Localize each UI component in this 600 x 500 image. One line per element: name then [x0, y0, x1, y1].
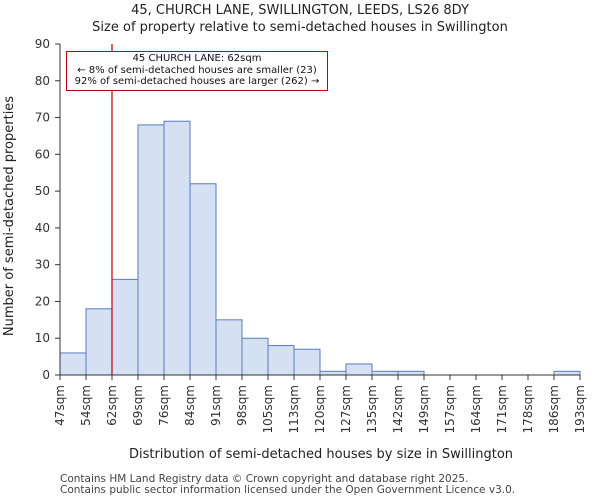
x-tick-label: 164sqm: [469, 385, 483, 433]
x-tick-label: 120sqm: [313, 385, 327, 433]
bar-84sqm: [189, 183, 217, 376]
annotation-line-1: 45 CHURCH LANE: 62sqm: [132, 53, 262, 64]
x-tick-label: 157sqm: [443, 385, 457, 433]
y-tick-label: 70: [35, 111, 50, 125]
x-axis-label: Distribution of semi-detached houses by …: [129, 447, 513, 462]
y-tick-label: 80: [35, 74, 50, 88]
bar-127sqm: [345, 363, 373, 376]
bar-120sqm: [319, 370, 347, 376]
bar-91sqm: [215, 319, 243, 376]
x-tick-label: 127sqm: [339, 385, 353, 433]
annotation-box: 45 CHURCH LANE: 62sqm ← 8% of semi-detac…: [66, 51, 328, 91]
y-tick-label: 20: [35, 294, 50, 308]
bar-47sqm: [59, 352, 87, 376]
y-tick-label: 10: [35, 331, 50, 345]
bars-group: [59, 120, 581, 376]
x-tick-label: 178sqm: [521, 385, 535, 433]
bar-105sqm: [267, 345, 295, 376]
y-tick-label: 50: [35, 184, 50, 198]
bar-135sqm: [371, 370, 399, 376]
x-tick-label: 76sqm: [157, 385, 171, 426]
y-tick-label: 90: [35, 37, 50, 51]
footer: Contains HM Land Registry data © Crown c…: [60, 474, 515, 496]
x-tick-label: 186sqm: [547, 385, 561, 433]
y-tick-label: 40: [35, 221, 50, 235]
x-tick-label: 149sqm: [417, 385, 431, 433]
bar-186sqm: [553, 370, 581, 376]
x-tick-label: 171sqm: [495, 385, 509, 433]
x-tick-label: 47sqm: [53, 385, 67, 426]
bar-69sqm: [137, 124, 165, 376]
y-tick-label: 0: [42, 368, 50, 382]
bar-142sqm: [397, 370, 425, 376]
x-tick-label: 105sqm: [261, 385, 275, 433]
bar-113sqm: [293, 348, 321, 376]
x-tick-label: 98sqm: [235, 385, 249, 426]
y-axis-label: Number of semi-detached properties: [2, 96, 17, 336]
footer-line-2: Contains public sector information licen…: [60, 484, 516, 496]
x-tick-label: 91sqm: [209, 385, 223, 426]
x-tick-label: 54sqm: [79, 385, 93, 426]
bar-76sqm: [163, 120, 191, 376]
y-tick-label: 30: [35, 258, 50, 272]
x-tick-label: 142sqm: [391, 385, 405, 433]
x-tick-label: 193sqm: [573, 385, 587, 433]
x-tick-label: 69sqm: [131, 385, 145, 426]
chart-subtitle: Size of property relative to semi-detach…: [92, 20, 508, 35]
x-tick-label: 113sqm: [287, 385, 301, 433]
axes-group: 0 10 20 30 40 50 60 70 80 90 47sqm 54sqm 62sqm 69sqm 7…: [35, 37, 587, 433]
chart-title: 45, CHURCH LANE, SWILLINGTON, LEEDS, LS2…: [131, 3, 469, 18]
bar-62sqm: [111, 278, 139, 376]
bar-54sqm: [85, 308, 113, 376]
x-tick-label: 62sqm: [105, 385, 119, 426]
x-tick-label: 84sqm: [183, 385, 197, 426]
annotation-line-2: ← 8% of semi-detached houses are smaller…: [77, 64, 317, 76]
x-tick-label: 135sqm: [365, 385, 379, 433]
annotation-line-3: 92% of semi-detached houses are larger (…: [74, 76, 320, 87]
bar-98sqm: [241, 337, 269, 376]
y-tick-label: 60: [35, 147, 50, 161]
footer-line-1: Contains HM Land Registry data © Crown c…: [60, 473, 469, 485]
